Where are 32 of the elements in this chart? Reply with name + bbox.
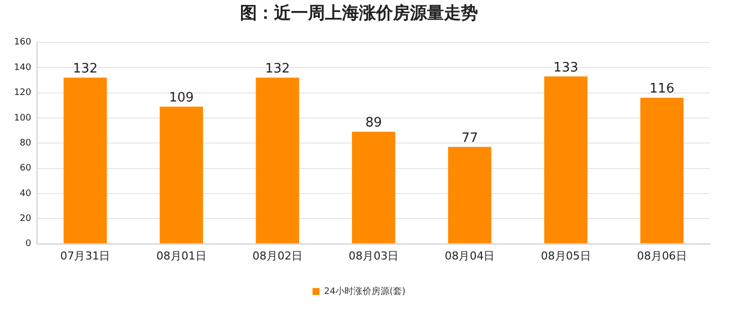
bar: [64, 78, 107, 244]
x-tick-label: 08月02日: [252, 249, 302, 262]
data-label: 132: [72, 62, 98, 77]
bar: [352, 132, 396, 244]
x-tick-label: 08月05日: [540, 249, 591, 262]
y-tick-label: 20: [20, 214, 32, 224]
data-label: 116: [650, 82, 674, 97]
y-tick-label: 100: [14, 113, 32, 124]
y-tick-label: 80: [20, 138, 32, 148]
y-tick-label: 60: [20, 164, 32, 174]
y-tick-label: 140: [14, 62, 32, 73]
y-tick-label: 160: [14, 38, 32, 48]
y-tick-label: 40: [20, 188, 32, 199]
legend-label: 24小时涨价房源(套): [324, 286, 406, 297]
x-tick-label: 08月04日: [444, 249, 495, 262]
x-tick-label: 08月01日: [156, 249, 206, 262]
data-label: 132: [265, 62, 290, 77]
bar: [160, 106, 203, 244]
y-tick-label: 120: [14, 88, 32, 98]
bar: [256, 78, 300, 244]
x-tick-label: 07月31日: [60, 249, 110, 262]
bar: [448, 146, 492, 244]
bar: [640, 98, 684, 244]
data-label: 133: [553, 60, 578, 76]
x-tick-label: 08月06日: [636, 249, 687, 262]
chart-title: 图：近一周上海涨价房源量走势: [240, 4, 478, 24]
y-tick-label: 0: [25, 239, 32, 250]
data-label: 109: [168, 90, 194, 106]
data-label: 89: [365, 116, 382, 131]
bar: [544, 76, 588, 244]
data-label: 77: [461, 130, 478, 146]
x-tick-label: 08月03日: [348, 249, 399, 262]
